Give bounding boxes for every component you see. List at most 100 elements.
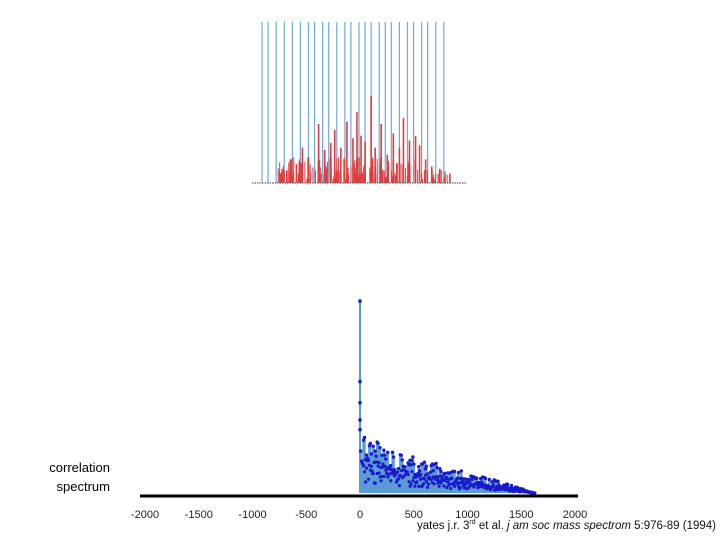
zero-lag-point-1 [358,379,362,384]
correlation-point [396,477,401,481]
correlation-point [373,481,377,485]
correlation-point [377,460,381,465]
correlation-point [389,479,393,483]
correlation-point [439,469,443,474]
correlation-point [436,475,440,479]
correlation-point [425,485,430,490]
correlation-point [376,464,380,468]
zero-lag-point-2 [358,400,362,405]
correlation-point [467,478,471,482]
correlation-point [452,469,457,474]
correlation-point [424,464,429,468]
correlation-point [363,480,368,484]
correlation-point [366,477,371,481]
correlation-point [435,465,439,470]
correlation-point [371,444,375,448]
correlation-point [407,480,411,484]
correlation-point [454,481,459,485]
correlation-point [402,474,406,478]
x-tick-label-2: -1000 [238,509,266,521]
correlation-point [428,470,433,474]
correlation-point [429,477,433,482]
correlation-point [379,479,383,483]
correlation-point [358,449,363,453]
correlation-point [391,455,396,459]
correlation-point [437,479,441,483]
correlation-point [424,480,429,484]
correlation-point [361,438,366,442]
correlation-point [421,476,426,481]
correlation-point [491,484,495,489]
correlation-point [504,486,508,490]
x-tick-label-4: 0 [357,509,363,521]
citation: yates j.r. 3rd et al. j am soc mass spec… [412,519,716,532]
correlation-point [410,469,414,474]
correlation-point [441,478,445,482]
correlation-point [506,482,510,487]
correlation-point [390,467,394,472]
correlation-point [487,477,492,482]
correlation-point [412,462,416,466]
x-tick-label-3: -500 [295,509,317,521]
correlation-point [458,486,462,490]
correlation-envelope [359,301,534,493]
correlation-point [432,482,436,486]
correlation-spectrum-label: correlation spectrum [20,458,110,496]
correlation-point [409,482,413,486]
correlation-point [387,472,391,476]
correlation-point [382,474,386,479]
correlation-point [368,441,373,446]
correlation-point [386,475,390,479]
correlation-point [509,483,514,488]
correlation-point [382,448,386,452]
correlation-point [493,488,497,492]
correlation-point [448,482,452,486]
correlation-point [481,482,486,487]
correlation-point [383,453,387,457]
correlation-point [496,479,500,484]
correlation-point [390,450,395,455]
correlation-point [419,472,423,477]
correlation-point [497,483,501,487]
x-tick-label-5: 500 [405,509,423,521]
correlation-point [400,458,404,462]
correlation-point [389,471,394,476]
correlation-point [397,484,402,488]
correlation-point [406,473,410,477]
correlation-point [501,487,505,491]
citation-part3: 5:976-89 (1994) [630,519,716,532]
correlation-point [359,459,364,463]
correlation-point [396,466,401,471]
correlation-point [418,477,423,481]
correlation-point [370,469,374,473]
correlation-point [455,476,460,480]
correlation-point [452,484,457,488]
correlation-point [403,465,407,469]
correlation-point [468,482,472,487]
correlation-point [426,482,431,486]
correlation-point [434,461,438,466]
correlation-points [358,299,537,495]
correlation-point [384,457,388,461]
correlation-point [397,474,402,478]
side-label-line1: correlation [49,460,110,475]
x-tick-label-1: -1500 [185,509,213,521]
correlation-point [445,485,449,490]
zero-lag-point-3 [358,418,362,422]
correlation-point [467,485,471,489]
correlation-point [460,476,464,481]
correlation-point [440,475,444,479]
zero-lag-point-4 [358,427,362,432]
correlation-point [372,460,376,465]
correlation-point [427,475,432,479]
correlation-point [381,462,385,466]
correlation-point [362,435,367,440]
x-tick-labels: -2000 -1500 -1000 -500 0 500 1000 1500 2000 [131,509,587,521]
correlation-point [476,480,480,485]
correlation-point [386,450,390,455]
correlation-point [431,469,435,473]
correlation-point [364,453,369,457]
correlation-point [439,481,443,485]
correlation-point [399,453,403,458]
